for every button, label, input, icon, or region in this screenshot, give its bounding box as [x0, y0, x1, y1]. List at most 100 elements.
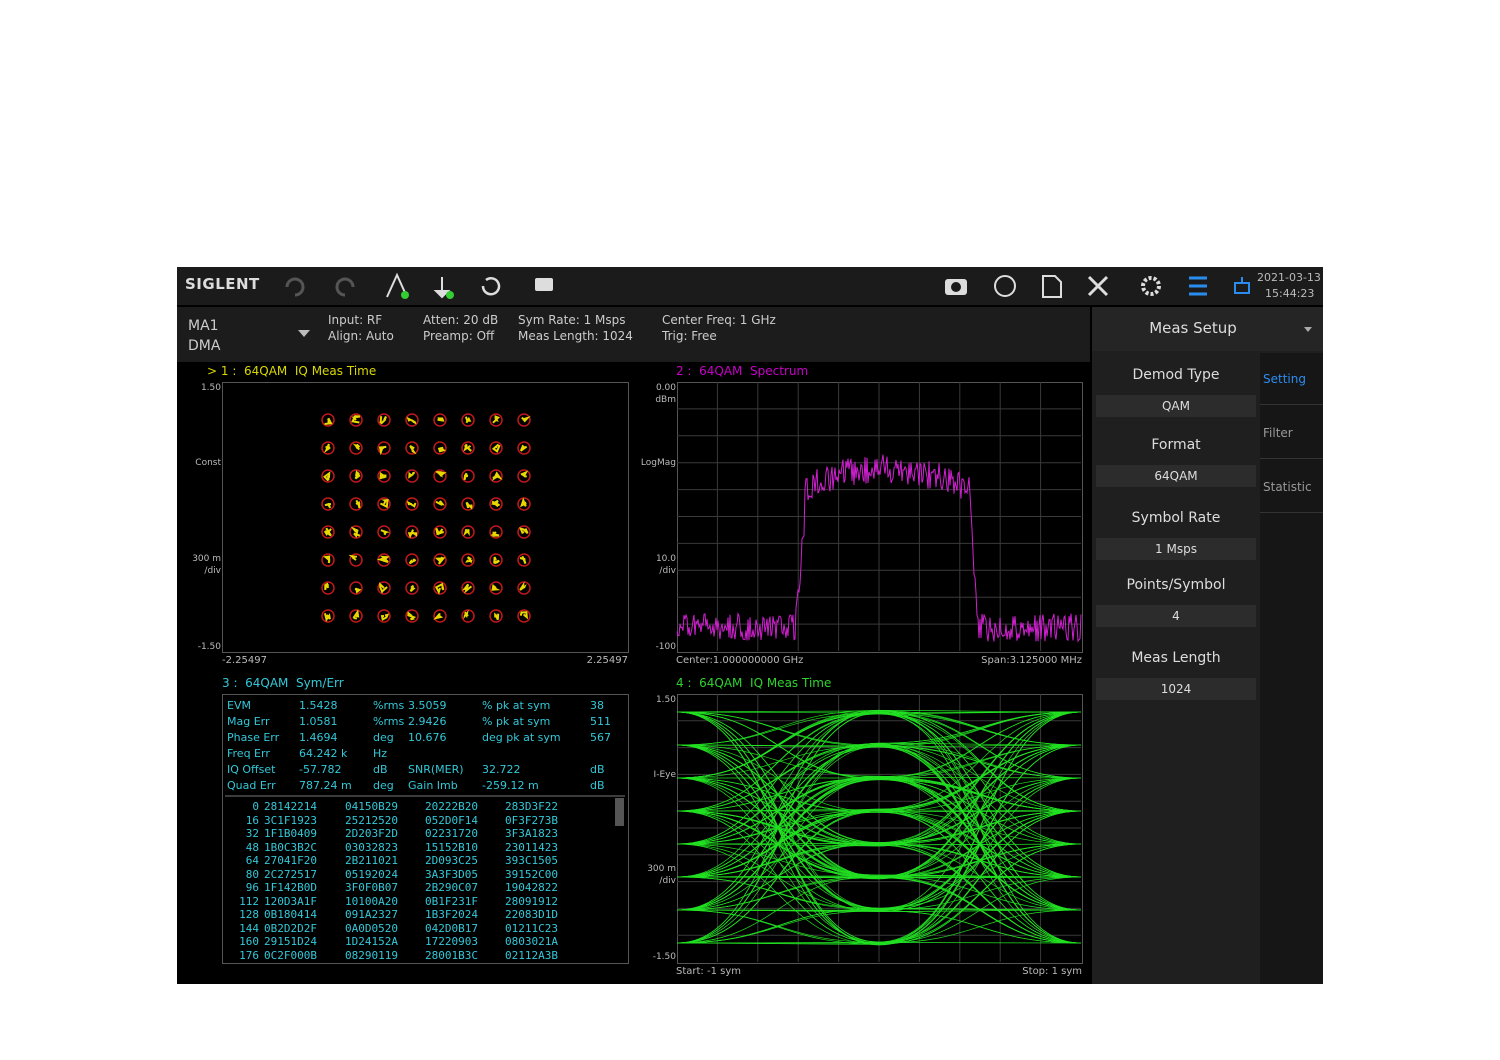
symbol-index: 96: [245, 881, 259, 894]
settings-icon[interactable]: [1141, 276, 1161, 296]
panel-dropdown[interactable]: [177, 267, 1323, 367]
symbol-word: 22083D1D: [505, 908, 558, 921]
symbol-word: 04150B29: [345, 800, 398, 813]
symbol-ring: [405, 553, 419, 567]
symbol-word: 28001B3C: [425, 948, 478, 962]
param-label: Meas Length: [1131, 650, 1221, 666]
tab-divider: [1260, 512, 1323, 513]
symbol-word: 0F3F273B: [505, 813, 558, 827]
plot-frame: [677, 694, 1083, 964]
symbol-word: 3F3A1823: [505, 827, 558, 840]
symbol-ring: [433, 609, 447, 623]
symbol-trace: [351, 415, 361, 424]
eye-trace: [676, 711, 1082, 944]
eye-trace: [676, 711, 1082, 812]
symbol-trace: [380, 529, 390, 536]
tab[interactable]: Filter: [1263, 426, 1293, 440]
symbol-ring: [461, 581, 475, 595]
peak-icon[interactable]: [386, 272, 408, 298]
symbol-ring: [517, 413, 531, 427]
param-box[interactable]: [1096, 538, 1256, 560]
param-box[interactable]: [1096, 395, 1256, 417]
symbol-trace: [376, 555, 390, 563]
symbol-ring: [321, 413, 335, 427]
y-label: Const: [195, 458, 221, 468]
symbol-word: 39152C00: [505, 867, 558, 881]
eye-trace: [676, 711, 1082, 845]
eye-trace: [676, 744, 1082, 944]
symbol-trace: [492, 415, 500, 424]
reset-icon[interactable]: [481, 277, 501, 296]
symbol-trace: [519, 611, 528, 620]
tools-icon[interactable]: [1087, 275, 1109, 297]
brand: SIGLENT: [185, 275, 260, 293]
metric-cell: Mag Err: [227, 715, 270, 728]
symbol-word: 27041F20: [264, 854, 317, 867]
symbol-ring: [349, 413, 363, 427]
menu-icon[interactable]: [1189, 276, 1207, 296]
marker-icon[interactable]: [433, 277, 451, 299]
metric-cell: 567: [590, 731, 611, 744]
network-icon[interactable]: [1234, 277, 1250, 294]
symbol-ring: [489, 525, 503, 539]
symbol-trace: [379, 582, 388, 594]
symbol-trace: [490, 499, 500, 508]
peak-icon-dot: [401, 291, 409, 299]
symbol-trace: [324, 443, 331, 454]
symbol-ring: [433, 553, 447, 567]
symbol-trace: [491, 443, 501, 453]
symbol-ring: [461, 497, 475, 511]
symbol-ring: [517, 525, 531, 539]
symbol-index: 48: [245, 840, 259, 854]
metric-cell: 511: [590, 715, 611, 728]
tab[interactable]: Statistic: [1263, 480, 1312, 494]
mode-dropdown[interactable]: [177, 267, 317, 347]
file-icon[interactable]: [1042, 275, 1062, 298]
undo-icon[interactable]: [285, 277, 305, 297]
spectrum-trace: [676, 454, 1082, 643]
param-label: Points/Symbol: [1126, 577, 1226, 593]
symbol-word: 2D203F2D: [345, 827, 398, 840]
y-top: 0.00: [655, 383, 676, 393]
y-unit: /div: [204, 566, 221, 576]
symbol-ring: [321, 441, 335, 455]
metric-cell: -259.12 m: [482, 779, 539, 792]
param-box[interactable]: [1096, 605, 1256, 627]
param-box[interactable]: [1096, 678, 1256, 700]
window-title: 3 : 64QAM Sym/Err: [222, 676, 344, 690]
symbol-word: 29151D24: [264, 935, 317, 948]
y-top: 1.50: [655, 695, 676, 705]
symbol-word: 20222B20: [425, 800, 478, 813]
symbol-ring: [517, 441, 531, 455]
scrollbar[interactable]: [615, 798, 624, 826]
symbol-ring: [517, 497, 531, 511]
symbol-ring: [489, 581, 503, 595]
param-label: Symbol Rate: [1131, 510, 1221, 526]
time: 15:44:23: [1265, 287, 1315, 300]
symbol-index: 16: [245, 813, 259, 827]
symbol-word: 28091912: [505, 894, 558, 908]
metric-cell: dB: [590, 763, 605, 776]
symbol-trace: [379, 416, 387, 425]
symbol-word: 2B211021: [345, 854, 398, 867]
symbol-trace: [435, 527, 444, 536]
symbol-trace: [520, 470, 529, 478]
symbol-ring: [489, 469, 503, 483]
symbol-trace: [407, 611, 417, 621]
symbol-ring: [377, 581, 391, 595]
redo-icon[interactable]: [335, 277, 355, 297]
metric-cell: 1.5428: [299, 699, 338, 712]
status-field: Preamp: Off: [423, 329, 495, 343]
param-box[interactable]: [1096, 465, 1256, 487]
symbol-index: 144: [239, 921, 259, 935]
constellation: [321, 413, 531, 623]
symbol-trace: [435, 471, 447, 478]
tab[interactable]: Setting: [1263, 372, 1306, 386]
metric-cell: %rms: [373, 699, 405, 712]
message-icon[interactable]: [535, 278, 553, 291]
metric-cell: %rms: [373, 715, 405, 728]
metric-cell: 64.242 k: [299, 747, 348, 760]
metric-cell: 1.4694: [299, 731, 338, 744]
help-icon[interactable]: [994, 275, 1016, 297]
symbol-ring: [489, 497, 503, 511]
